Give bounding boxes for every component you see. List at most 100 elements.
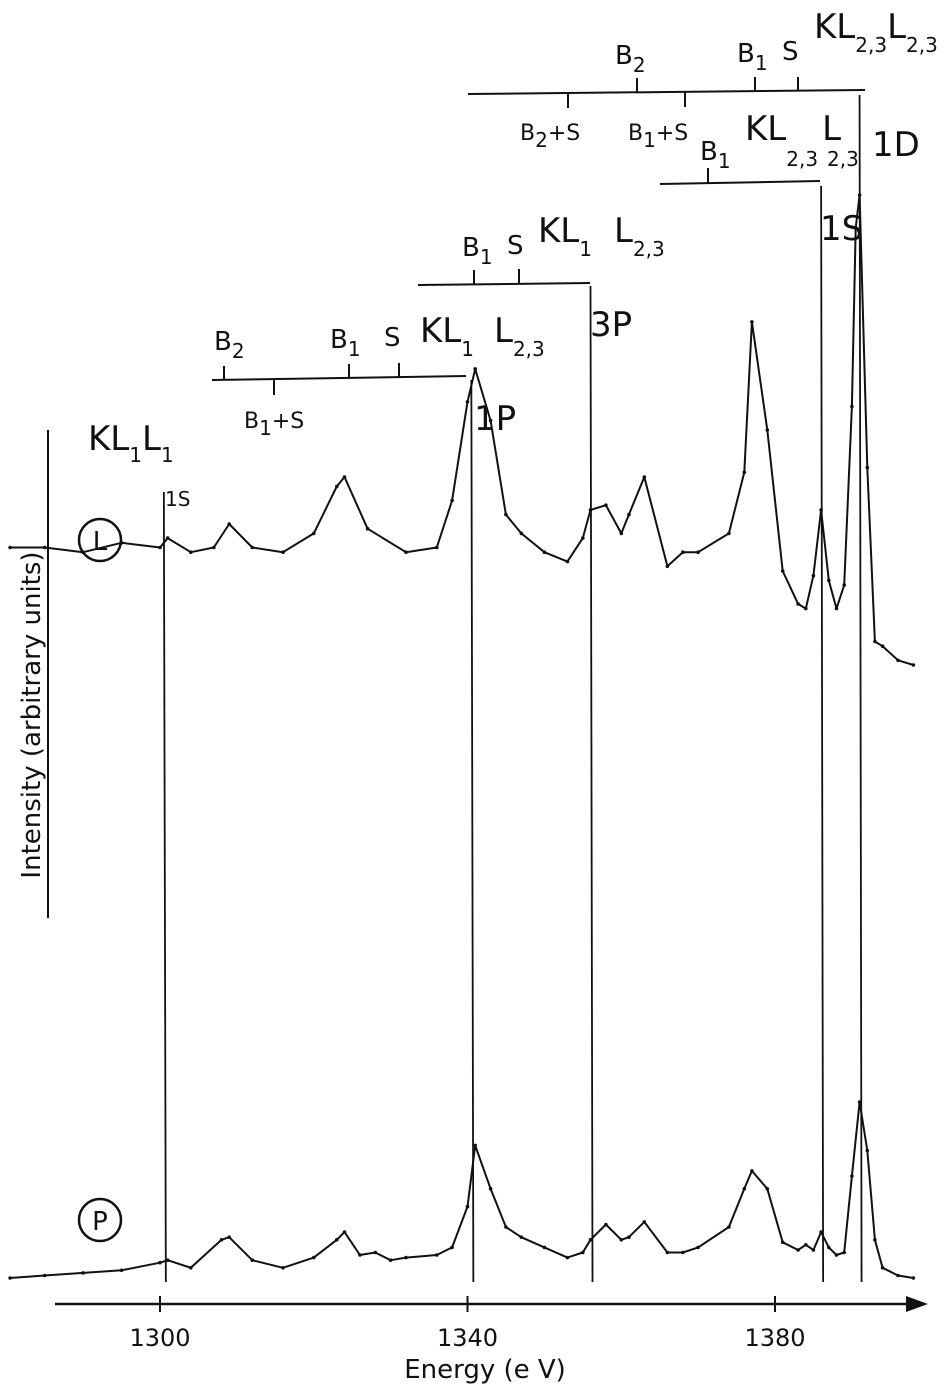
label-1s-right-main: KL2,3L 2,3	[745, 109, 859, 171]
data-point	[81, 1271, 85, 1275]
data-point	[742, 470, 747, 475]
state-1s-left: 1S	[165, 487, 190, 511]
data-point	[42, 1273, 47, 1278]
peak-line	[820, 185, 825, 1283]
data-point	[473, 367, 478, 371]
label-3p-main: KL1 L2,3	[538, 211, 665, 261]
data-point	[373, 1250, 378, 1255]
data-point	[780, 569, 785, 573]
data-point	[358, 1253, 362, 1257]
data-point	[435, 545, 439, 550]
data-point	[665, 564, 670, 569]
data-point	[619, 1238, 624, 1242]
x-axis-title: Energy (e V)	[404, 1355, 566, 1385]
data-point	[465, 1204, 470, 1209]
x-tick-label: 1340	[437, 1324, 498, 1352]
bracket-1s-right	[659, 180, 821, 185]
data-point	[227, 522, 231, 526]
data-point	[873, 1238, 877, 1242]
data-point	[750, 1169, 754, 1173]
data-point	[681, 1250, 685, 1255]
data-point	[842, 1250, 846, 1255]
state-1s-right: 1S	[820, 209, 863, 249]
data-point	[811, 573, 816, 578]
label-1d-b1s: B1+S	[628, 121, 688, 152]
data-point	[488, 418, 493, 423]
data-point	[765, 1187, 770, 1191]
data-point	[450, 498, 454, 503]
data-point	[388, 1258, 393, 1262]
data-point	[911, 1276, 916, 1280]
data-point	[627, 512, 631, 517]
data-point	[681, 550, 685, 554]
data-point	[42, 545, 47, 550]
label-1d-b2: B2	[615, 41, 646, 77]
data-point	[335, 484, 339, 489]
data-point	[565, 559, 570, 564]
data-point	[588, 1238, 593, 1242]
data-point	[504, 1225, 508, 1229]
data-point	[165, 1258, 170, 1262]
data-point	[189, 550, 193, 554]
curve-marker-p: P	[92, 1207, 108, 1237]
data-point	[504, 512, 508, 517]
data-point	[665, 1250, 670, 1255]
bracket-3p	[417, 282, 591, 286]
data-point	[342, 475, 347, 479]
label-3p-s: S	[507, 231, 524, 261]
data-point	[865, 465, 870, 470]
peak-line	[162, 491, 167, 1283]
state-1p: 1P	[474, 399, 516, 439]
data-point	[588, 508, 593, 512]
x-tick-label: 1380	[744, 1324, 805, 1352]
label-1p-s: S	[384, 323, 401, 353]
data-point	[873, 639, 877, 644]
data-point	[465, 400, 470, 404]
data-point	[219, 1238, 224, 1242]
data-point	[796, 602, 800, 606]
state-1d: 1D	[872, 125, 920, 165]
data-point	[627, 1235, 631, 1239]
data-point	[804, 606, 808, 611]
data-point	[819, 508, 823, 512]
label-1d-b1: B1	[737, 39, 768, 75]
label-3p-b1: B1	[462, 233, 493, 269]
data-point	[765, 428, 770, 432]
data-point	[865, 1148, 870, 1153]
data-point	[158, 545, 162, 550]
data-series	[8, 193, 916, 1280]
data-point	[804, 1243, 808, 1247]
curve-marker-circle-l	[77, 517, 123, 563]
data-point	[696, 550, 700, 554]
data-point	[488, 1187, 493, 1191]
data-point	[857, 193, 862, 197]
data-point	[642, 475, 647, 479]
series-line-p	[10, 1101, 914, 1279]
data-point	[642, 1220, 647, 1224]
data-point	[281, 550, 285, 554]
curve-marker-l: L	[93, 527, 108, 557]
label-1d-s: S	[782, 37, 799, 67]
bracket-1p	[211, 375, 467, 381]
peak-line	[589, 285, 594, 1283]
data-point	[880, 644, 885, 648]
peak-line	[858, 94, 863, 1283]
data-point	[727, 531, 731, 536]
data-point	[250, 1258, 255, 1262]
data-point	[404, 550, 408, 554]
data-point	[727, 1225, 731, 1229]
data-point	[581, 1250, 585, 1255]
data-point	[8, 1276, 12, 1280]
series-line-l	[10, 194, 914, 666]
data-point	[227, 1235, 231, 1239]
data-point	[473, 1143, 478, 1148]
data-point	[335, 1238, 339, 1242]
state-3p: 3P	[590, 305, 632, 345]
data-point	[827, 1245, 831, 1250]
data-point	[312, 1255, 316, 1260]
x-axis-arrow	[906, 1296, 928, 1312]
data-point	[542, 1245, 547, 1250]
data-point	[619, 531, 624, 536]
data-point	[189, 1266, 193, 1270]
data-point	[796, 1248, 800, 1252]
